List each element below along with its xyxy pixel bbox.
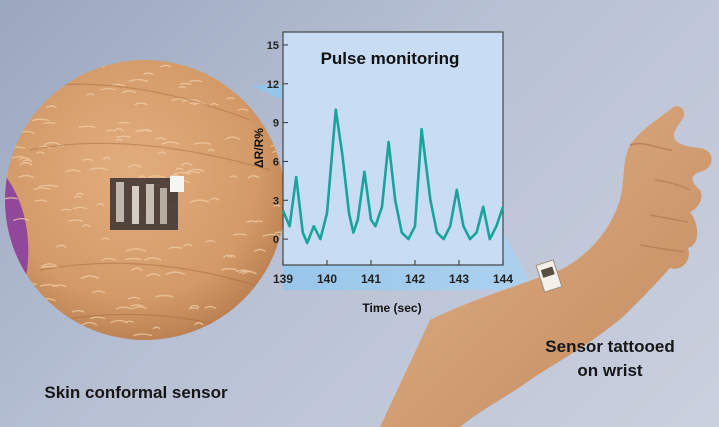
y-tick-label: 9	[273, 118, 279, 130]
x-tick-label: 141	[361, 272, 381, 286]
x-tick-label: 142	[405, 272, 425, 286]
chart-title: Pulse monitoring	[321, 49, 460, 68]
x-axis-label: Time (sec)	[362, 301, 421, 315]
magnified-skin-view	[5, 60, 285, 340]
caption-skin-conformal-sensor: Skin conformal sensor	[44, 383, 228, 402]
pulse-chart: 0 3 6 9 12 15 139 140 141 142 143 144 Pulse monito…	[252, 31, 513, 315]
plot-area	[282, 31, 504, 266]
y-tick-label: 15	[267, 40, 279, 52]
wrist-sensor	[535, 259, 563, 293]
x-tick-label: 140	[317, 272, 337, 286]
y-tick-label: 0	[273, 234, 279, 246]
y-tick-label: 12	[267, 79, 279, 91]
caption-sensor-tattooed-line1: Sensor tattooed	[545, 337, 675, 356]
y-axis-label: ΔR/R%	[252, 128, 266, 168]
y-tick-label: 6	[273, 156, 279, 168]
x-tick-label: 139	[273, 272, 293, 286]
y-tick-label: 3	[273, 195, 279, 207]
arm-hand-illustration	[380, 106, 712, 427]
pulse-series-line	[281, 108, 505, 245]
caption-sensor-tattooed-line2: on wrist	[577, 361, 643, 380]
x-tick-label: 143	[449, 272, 469, 286]
x-tick-label: 144	[493, 272, 513, 286]
sensor-patch-magnified	[110, 176, 184, 230]
